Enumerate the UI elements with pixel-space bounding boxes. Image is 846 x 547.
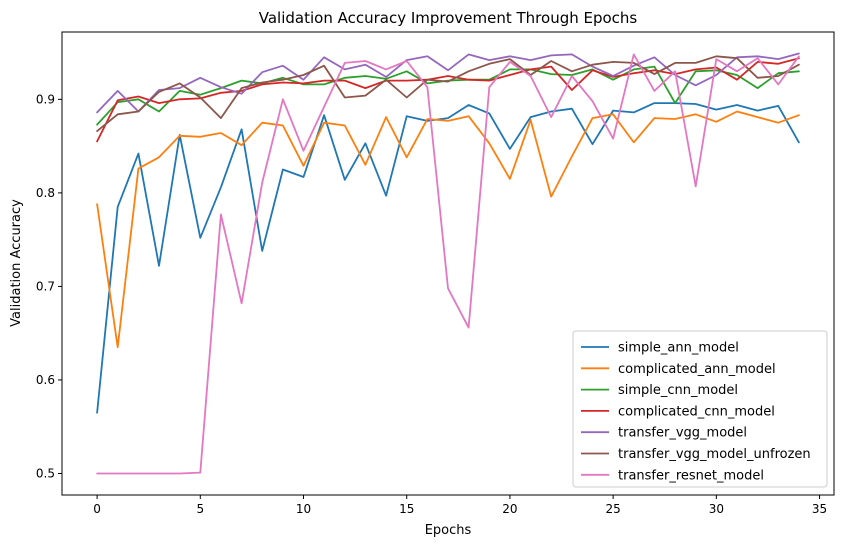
legend-label-6: transfer_resnet_model [618,468,764,483]
series-line-4 [96,52,800,114]
y-tick-label-4: 0.9 [36,92,55,106]
y-tick-label-1: 0.6 [36,373,55,387]
legend-label-0: simple_ann_model [618,341,739,356]
series-line-6 [96,53,800,475]
chart-title: Validation Accuracy Improvement Through … [259,9,638,27]
x-tick-label-3: 15 [399,502,414,516]
legend-label-4: transfer_vgg_model [618,426,747,441]
series-line-5 [96,55,800,133]
x-tick-label-1: 5 [196,502,204,516]
legend-label-1: complicated_ann_model [618,362,776,377]
x-axis: 0 5 10 15 20 25 30 35 [93,495,827,516]
x-tick-label-4: 20 [502,502,517,516]
x-tick-label-6: 30 [709,502,724,516]
series-layer [96,52,800,475]
x-tick-label-7: 35 [812,502,827,516]
legend-label-5: transfer_vgg_model_unfrozen [618,447,811,462]
series-line-1 [96,110,800,349]
legend-label-2: simple_cnn_model [618,383,738,398]
x-axis-label: Epochs [425,523,472,538]
y-tick-label-2: 0.7 [36,279,55,293]
y-axis: 0.5 0.6 0.7 0.8 0.9 [36,92,62,480]
x-tick-label-5: 25 [605,502,620,516]
x-tick-label-0: 0 [93,502,101,516]
plot-area-frame [61,31,835,496]
y-axis-label: Validation Accuracy [9,199,24,327]
legend: simple_ann_model complicated_ann_modelsim… [572,330,828,488]
x-tick-label-2: 10 [296,502,311,516]
legend-box [572,330,828,488]
y-tick-label-0: 0.5 [36,466,55,480]
legend-label-3: complicated_cnn_model [618,404,775,419]
y-tick-label-3: 0.8 [36,186,55,200]
series-line-3 [96,57,800,143]
series-line-0 [96,102,800,414]
